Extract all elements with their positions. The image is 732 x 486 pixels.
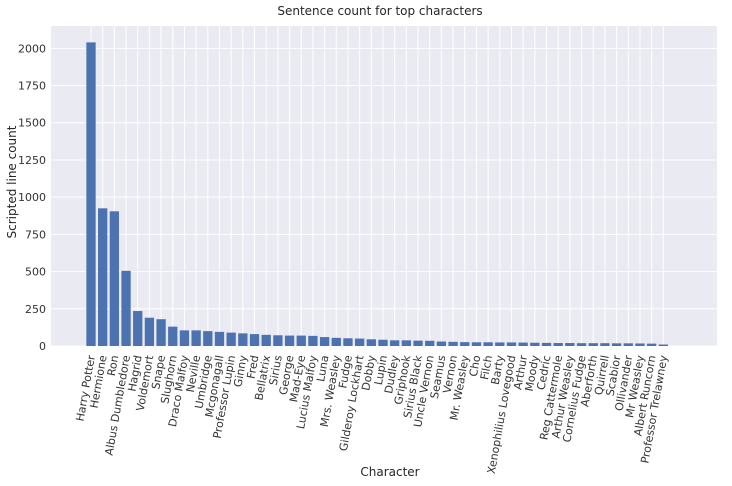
x-tick-label: Filch bbox=[478, 354, 495, 381]
y-axis-label: Scripted line count bbox=[5, 125, 19, 238]
bar bbox=[319, 337, 330, 346]
plot-area bbox=[51, 26, 717, 346]
bar bbox=[646, 343, 657, 346]
bar bbox=[261, 334, 271, 346]
x-tick-label: Ron bbox=[105, 354, 121, 377]
bar bbox=[378, 339, 388, 346]
y-tick-label: 500 bbox=[25, 266, 46, 279]
bar bbox=[98, 208, 108, 346]
bar bbox=[460, 342, 470, 346]
x-axis-label: Character bbox=[360, 465, 419, 479]
y-tick-label: 2000 bbox=[18, 42, 46, 55]
bar bbox=[401, 340, 412, 346]
x-tick-label: Moody bbox=[523, 354, 542, 393]
bar bbox=[448, 341, 458, 346]
bar bbox=[366, 339, 376, 346]
grid bbox=[51, 26, 717, 347]
bar bbox=[273, 335, 283, 346]
x-tick-label: Barty bbox=[489, 354, 507, 386]
x-tick-label: Ginny bbox=[231, 354, 249, 388]
bar bbox=[156, 319, 166, 346]
bar bbox=[553, 343, 563, 346]
y-tick-label: 1500 bbox=[18, 117, 46, 130]
bar bbox=[413, 340, 423, 346]
bar bbox=[179, 330, 190, 346]
bar bbox=[354, 338, 365, 346]
bar bbox=[109, 211, 120, 346]
bar bbox=[214, 331, 225, 346]
y-tick-label: 0 bbox=[39, 340, 46, 353]
bar bbox=[600, 343, 610, 346]
bar bbox=[658, 344, 668, 346]
y-tick-label: 250 bbox=[25, 303, 46, 316]
bar bbox=[331, 337, 341, 346]
bar bbox=[518, 342, 528, 346]
bar bbox=[495, 342, 505, 346]
x-tick-label: Luna bbox=[314, 354, 331, 382]
x-tick-label: Sirius bbox=[267, 354, 285, 386]
bar bbox=[308, 335, 318, 346]
x-tick-label: Fred bbox=[245, 354, 262, 379]
bar bbox=[530, 342, 540, 346]
y-tick-label: 1000 bbox=[18, 191, 46, 204]
bar bbox=[576, 343, 587, 346]
bar bbox=[483, 342, 493, 346]
bar bbox=[425, 340, 435, 346]
bar bbox=[121, 270, 131, 346]
x-tick-label: Lupin bbox=[372, 354, 390, 386]
bar bbox=[284, 335, 295, 346]
bar bbox=[541, 342, 552, 346]
bar bbox=[144, 317, 155, 346]
x-tick-label: Arthur bbox=[511, 354, 530, 391]
y-axis-ticks: 0 250 500 750 1000 1250 1500 1750 2000 bbox=[18, 42, 46, 353]
bar bbox=[191, 330, 201, 346]
bar bbox=[203, 331, 213, 346]
bar bbox=[623, 343, 633, 346]
chart-title: Sentence count for top characters bbox=[277, 4, 482, 18]
x-tick-label: Neville bbox=[184, 354, 203, 393]
bar bbox=[565, 343, 575, 346]
bar bbox=[133, 311, 143, 346]
bar bbox=[506, 342, 517, 346]
x-tick-label: Fudge bbox=[336, 354, 355, 389]
bar bbox=[588, 343, 598, 346]
x-tick-label: Cedric bbox=[535, 354, 554, 391]
x-tick-label: Dobby bbox=[359, 354, 378, 392]
bars bbox=[86, 42, 668, 346]
bar bbox=[635, 343, 645, 346]
bar bbox=[86, 42, 96, 346]
bar bbox=[471, 342, 482, 346]
bar bbox=[611, 343, 622, 346]
x-tick-label: Hagrid bbox=[126, 354, 145, 392]
bar bbox=[390, 340, 400, 346]
bar bbox=[168, 326, 178, 346]
x-tick-label: Cho bbox=[467, 354, 484, 378]
bar bbox=[296, 335, 306, 346]
bar bbox=[249, 334, 260, 346]
bar bbox=[226, 332, 236, 346]
x-tick-label: Snape bbox=[149, 354, 168, 390]
y-tick-label: 1250 bbox=[18, 154, 46, 167]
bar bbox=[343, 338, 353, 346]
bar bbox=[436, 341, 447, 346]
y-tick-label: 1750 bbox=[18, 80, 46, 93]
bar bbox=[238, 333, 248, 346]
y-tick-label: 750 bbox=[25, 228, 46, 241]
